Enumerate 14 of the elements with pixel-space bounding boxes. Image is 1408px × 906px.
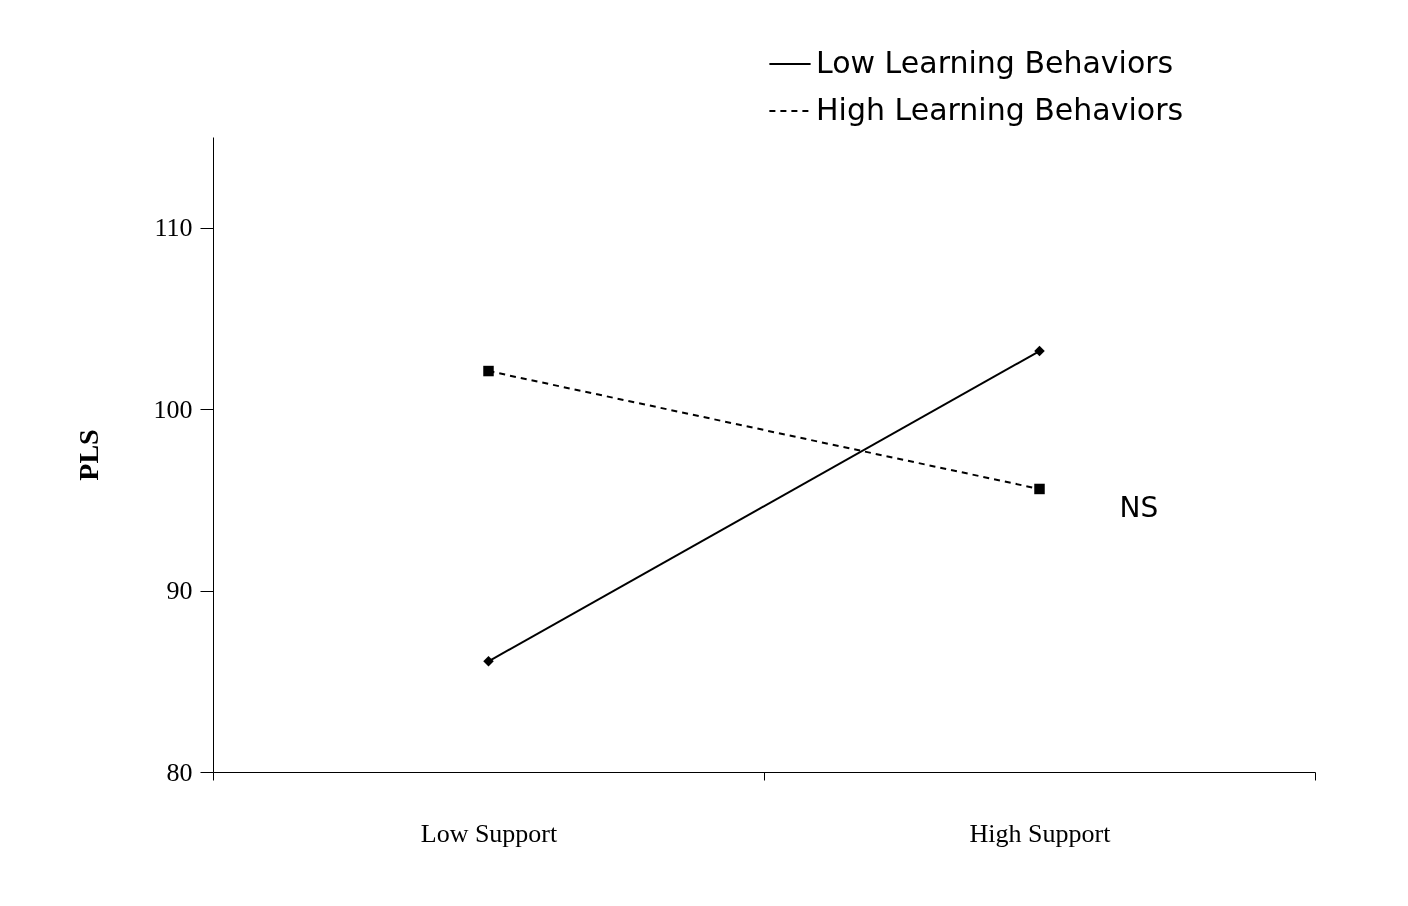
point bbox=[483, 365, 494, 377]
y-axis-title: PLS bbox=[72, 429, 104, 481]
point bbox=[1034, 345, 1045, 357]
x-tick-label: High Support bbox=[969, 818, 1112, 848]
legend-label: Low Learning Behaviors bbox=[816, 45, 1174, 80]
x-tick-label: Low Support bbox=[420, 818, 559, 848]
point bbox=[483, 656, 494, 667]
y-tick-label: 90 bbox=[166, 576, 193, 606]
annotation: NS bbox=[1119, 490, 1159, 524]
y-tick-label: 110 bbox=[154, 213, 193, 243]
y-tick-label: 80 bbox=[166, 757, 193, 787]
point bbox=[1034, 483, 1045, 495]
y-tick-label: 100 bbox=[153, 394, 193, 424]
legend-label: High Learning Behaviors bbox=[816, 92, 1184, 127]
